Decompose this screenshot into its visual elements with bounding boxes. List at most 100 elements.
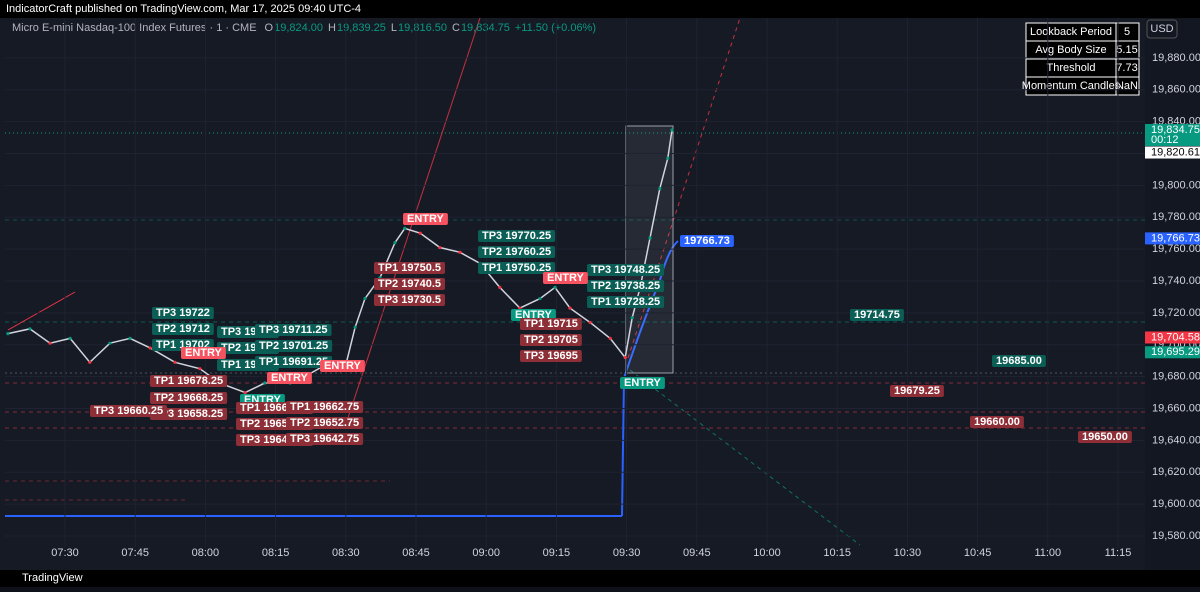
ohlc-value: 19,839.25: [337, 22, 386, 34]
annotation-box: [478, 230, 556, 242]
annotation: TP3 19730.5: [378, 294, 441, 306]
annotation-box: [150, 408, 228, 420]
price-point: [363, 296, 367, 301]
price-tag-label: 19,704.58: [1151, 331, 1200, 343]
annotation: TP3 19695: [524, 350, 578, 362]
annotation: ENTRY: [515, 309, 553, 321]
y-tick-label: 19,860.00: [1152, 84, 1200, 96]
annotation-box: [267, 372, 312, 384]
ohlc-value: 19,816.50: [398, 22, 447, 34]
price-point: [353, 325, 357, 329]
annotation: TP1 19678.25: [154, 375, 223, 387]
annotation-box: [587, 280, 665, 292]
x-tick-label: 10:45: [964, 547, 992, 559]
annotation: ENTRY: [624, 377, 662, 389]
x-tick-label: 10:15: [823, 547, 851, 559]
price-point: [608, 336, 612, 340]
annotation: TP2 19712: [156, 323, 210, 335]
annotation: TP2 19652.75: [290, 417, 359, 429]
annotation: TP2 19668.25: [154, 392, 223, 404]
price-tag: [1145, 346, 1200, 359]
price-point: [393, 241, 397, 245]
price-point: [418, 231, 422, 235]
annotation: TP1 19750.5: [378, 262, 441, 274]
annotation: TP3 19722: [156, 307, 210, 319]
price-point: [458, 250, 462, 254]
annotation: ENTRY: [185, 347, 223, 359]
table-cell: Avg Body Size: [1035, 44, 1106, 56]
price-point: [128, 336, 132, 340]
x-tick-label: 08:30: [332, 547, 360, 559]
annotation-box: [543, 272, 588, 284]
x-tick-label: 10:00: [753, 547, 781, 559]
annotation: TP3 19711.25: [259, 324, 328, 336]
annotation: ENTRY: [271, 372, 309, 384]
ohlc-value: 19,834.75: [461, 22, 510, 34]
annotation-box: [992, 355, 1046, 367]
annotation: ENTRY: [407, 213, 445, 225]
annotation-box: [1078, 431, 1132, 443]
price-point: [403, 226, 407, 231]
annotation-box: [255, 324, 332, 336]
y-tick-label: 19,740.00: [1152, 275, 1200, 287]
change: +11.50 (+0.06%): [515, 22, 596, 34]
annotation: ENTRY: [547, 272, 585, 284]
price-point: [438, 245, 442, 250]
annotation: TP2 19701.25: [259, 340, 328, 352]
price-tag: [1145, 232, 1200, 245]
annotation-box: [970, 416, 1024, 428]
ohlc-key: C: [452, 22, 460, 34]
price-tag: [1145, 123, 1200, 146]
price-point: [198, 367, 202, 371]
annotation: TP3 19658.25: [154, 408, 223, 420]
x-tick-label: 07:30: [51, 547, 79, 559]
y-tick-label: 19,780.00: [1152, 211, 1200, 223]
y-tick-label: 19,600.00: [1152, 498, 1200, 510]
annotation-box: [255, 356, 333, 368]
annotation-box: [152, 323, 214, 335]
annotation: TP3 19642.75: [290, 433, 359, 445]
top-bar: [0, 0, 1200, 18]
price-point: [518, 306, 522, 310]
annotation: TP3 19748.25: [591, 264, 660, 276]
price-axis: [1145, 18, 1200, 570]
price-tag-label: 19,834.75: [1151, 124, 1200, 136]
price-tag-label: 19,820.61: [1151, 146, 1200, 158]
annotation: TP1 19662.75: [290, 401, 359, 413]
annotation-box: [620, 377, 665, 389]
y-tick-label: 19,660.00: [1152, 402, 1200, 414]
annotation-box: [680, 235, 734, 247]
annotation: TP2 19760.25: [482, 246, 551, 258]
x-tick-label: 09:45: [683, 547, 711, 559]
x-tick-label: 11:00: [1034, 547, 1061, 559]
price-point: [243, 390, 247, 395]
annotation-box: [478, 262, 556, 274]
annotation-box: [90, 405, 168, 417]
info-table: Lookback Period 5 Avg Body Size 5.15 Thresho…: [1022, 22, 1140, 96]
table-cell: 5.15: [1116, 44, 1137, 56]
annotation: 19660.00: [974, 416, 1020, 428]
x-tick-label: 09:00: [472, 547, 500, 559]
price-point: [108, 341, 112, 345]
table-cell: Threshold: [1047, 62, 1096, 74]
annotation-box: [152, 307, 214, 319]
annotation-box: [520, 318, 582, 330]
table-cell: Lookback Period: [1030, 26, 1112, 38]
annotation-box: [286, 401, 364, 413]
annotation: TP3 19660.25: [94, 405, 163, 417]
annotation: 19650.00: [1082, 431, 1128, 443]
published-title: IndicatorCraft published on TradingView.…: [6, 3, 361, 15]
price-point: [148, 346, 152, 350]
price-point: [6, 332, 10, 336]
x-tick-label: 09:15: [543, 547, 571, 559]
price-point: [588, 320, 592, 325]
price-tag-label: 19,766.73: [1151, 232, 1200, 244]
ohlc-key: L: [391, 22, 397, 34]
trend-line: [7, 291, 76, 331]
x-tick-label: 11:15: [1105, 547, 1132, 559]
annotation-box: [403, 213, 448, 225]
price-point: [28, 327, 32, 331]
annotation-box: [587, 264, 665, 276]
